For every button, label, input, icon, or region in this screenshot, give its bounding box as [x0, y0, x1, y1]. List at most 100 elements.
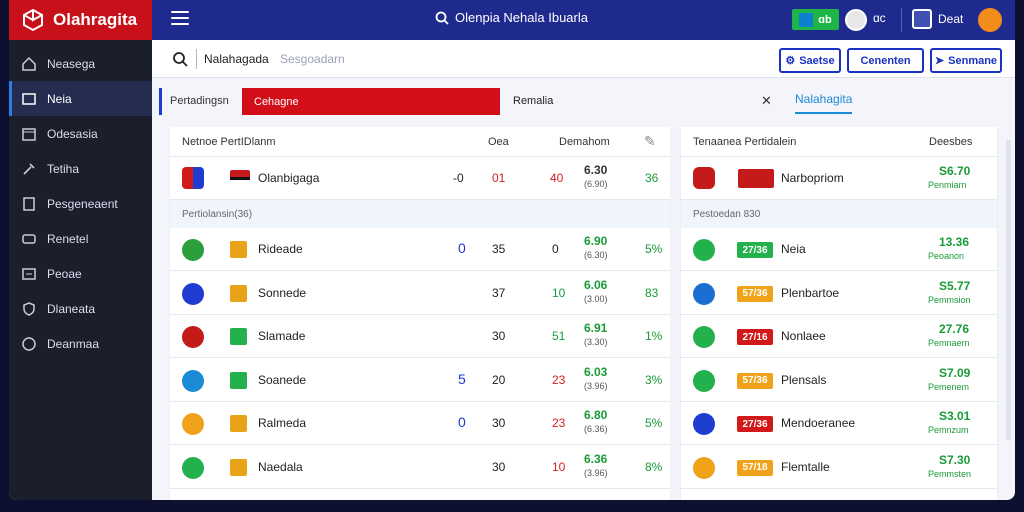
team-name: Soanede: [258, 372, 307, 387]
filter-right-label[interactable]: Remalia: [513, 95, 554, 107]
table-row[interactable]: 27/36 Neia 13.36 Peoanon: [681, 228, 997, 271]
team-badge-icon: [693, 167, 715, 189]
odds-sub: (3.00): [584, 293, 608, 304]
center-button[interactable]: Cenenten: [847, 48, 924, 73]
avatar[interactable]: [845, 9, 867, 31]
column-header: Deesbes: [929, 136, 973, 148]
table-row[interactable]: Ralmeda 0 30 23 6.80 (6.36) 5%: [170, 402, 670, 445]
table-row[interactable]: Olanbigaga -0 01 40 6.30 (6.90) 36: [170, 157, 670, 200]
sidebar-item-cards[interactable]: Renetel: [9, 221, 152, 256]
team-badge-icon: [693, 413, 715, 435]
team-flag-icon: [738, 169, 774, 188]
table-row[interactable]: Soanede 5 20 23 6.03 (3.96) 3%: [170, 358, 670, 402]
info-icon: [22, 336, 36, 351]
team-badge-icon: [693, 369, 715, 392]
team-name: Naedala: [258, 459, 303, 474]
hamburger-menu-icon[interactable]: [171, 11, 189, 27]
send-button[interactable]: ➤ Senmane: [930, 48, 1002, 73]
sidebar-item-label: Peoae: [47, 266, 82, 281]
sidebar-item-info[interactable]: Deanmaa: [9, 326, 152, 361]
team-badge-icon: [693, 239, 715, 261]
sidebar-item-label: Pesgeneaent: [47, 196, 118, 211]
odds-sub: (3.96): [584, 467, 608, 478]
percent-value: 5%: [645, 416, 663, 430]
scrollbar[interactable]: [1006, 140, 1011, 440]
rank-marker: [230, 415, 247, 432]
pin-icon[interactable]: ✎: [644, 133, 656, 149]
cell-value: 30: [492, 459, 506, 474]
team-badge-icon: [182, 369, 204, 392]
sidebar: Neasega Neia Odesasia Tetiha Pesgeneaent…: [9, 40, 152, 500]
team-name: Mendoeranee: [781, 416, 856, 430]
payout-sub: Pemmsion: [928, 294, 971, 305]
user-label: ɑc: [873, 11, 886, 25]
odds-sub: (6.90): [584, 179, 608, 189]
odds-sub: (3.30): [584, 337, 608, 347]
table-row[interactable]: Naedala 30 10 6.36 (3.96) 8%: [170, 445, 670, 489]
sidebar-item-shield[interactable]: Dlaneata: [9, 291, 152, 326]
toggle-label: ɑb: [818, 13, 832, 26]
save-button[interactable]: ⚙ Saetse: [779, 48, 841, 73]
table-row[interactable]: 57/36 Plenbartoe S5.77 Pemmsion: [681, 271, 997, 315]
status-toggle[interactable]: ɑb: [792, 9, 839, 30]
percent-value: 36: [645, 171, 659, 185]
cell-value: 01: [492, 171, 506, 185]
profile-menu[interactable]: Deat: [912, 9, 963, 29]
odds-value: 6.80: [584, 408, 608, 422]
team-badge-icon: [182, 326, 204, 348]
table-row[interactable]: Slamade 30 51 6.91 (3.30) 1%: [170, 315, 670, 358]
search-input[interactable]: Sesgoadarn: [280, 52, 345, 66]
sidebar-item-label: Deanmaa: [47, 336, 100, 351]
cell-value: 10: [552, 285, 566, 300]
document-icon: [23, 196, 35, 211]
payout-sub: Penmiarn: [928, 180, 967, 190]
wrench-icon: [23, 162, 35, 175]
payout-sub: Pemnaern: [928, 338, 970, 348]
notification-icon[interactable]: [978, 8, 1002, 32]
odds-pill: 57/36: [737, 372, 773, 389]
cell-value: 40: [550, 171, 564, 185]
table-row[interactable]: Rideade 0 35 0 6.90 (6.30) 5%: [170, 228, 670, 271]
rank-marker: [230, 458, 247, 476]
sidebar-item-tools[interactable]: Tetiha: [9, 151, 152, 186]
cell-value: 35: [492, 242, 506, 256]
header-search[interactable]: Olenpia Nehala Ibuarla: [435, 10, 588, 25]
table-row[interactable]: Sonnede 37 10 6.06 (3.00) 83: [170, 271, 670, 315]
sidebar-item-documents[interactable]: Pesgeneaent: [9, 186, 152, 221]
table-row[interactable]: 57/36 Plensals S7.09 Pemenem: [681, 358, 997, 402]
filter-select[interactable]: Cehagne: [242, 88, 500, 115]
table-row[interactable]: Narbopriom S6.70 Penmiarn: [681, 157, 997, 200]
team-name: Flemtalle: [781, 459, 830, 474]
tab-active[interactable]: Nalahagita: [795, 92, 853, 114]
table-row[interactable]: 27/16 Nonlaee 27.76 Pemnaern: [681, 315, 997, 358]
sidebar-item-calendar[interactable]: Odesasia: [9, 116, 152, 151]
search-icon[interactable]: [172, 51, 188, 67]
team-name: Slamade: [258, 329, 306, 343]
rank-marker: [230, 371, 247, 389]
shield-icon: [23, 301, 35, 316]
team-badge-icon: [182, 239, 204, 261]
sidebar-item-label: Dlaneata: [47, 301, 96, 316]
sidebar-item-label: Neasega: [47, 56, 96, 71]
home-icon: [22, 56, 36, 71]
cell-value: 37: [492, 285, 506, 300]
team-badge-icon: [693, 456, 715, 479]
table-row[interactable]: 57/18 Flemtalle S7.30 Pemmsten: [681, 445, 997, 489]
filter-accent: [159, 88, 162, 115]
calendar-icon: [22, 127, 36, 141]
send-button-label: Senmane: [948, 54, 998, 67]
app-logo[interactable]: Olahragita: [9, 0, 152, 40]
odds-value: 6.30: [584, 163, 608, 177]
sidebar-item-home[interactable]: Neasega: [9, 46, 152, 81]
payout-value: S7.09: [939, 365, 971, 380]
card-icon: [22, 233, 36, 244]
odds-sub: (3.96): [584, 380, 608, 391]
toolbar-divider: [196, 49, 197, 69]
sidebar-item-slides[interactable]: Peoae: [9, 256, 152, 291]
cell-value: 5: [458, 370, 466, 387]
table-row[interactable]: 27/36 Mendoeranee S3.01 Pemnzum: [681, 402, 997, 445]
team-badge-icon: [182, 282, 204, 305]
sidebar-item-active[interactable]: Neia: [9, 81, 152, 116]
percent-value: 83: [645, 285, 659, 300]
close-icon[interactable]: ✕: [761, 93, 772, 108]
